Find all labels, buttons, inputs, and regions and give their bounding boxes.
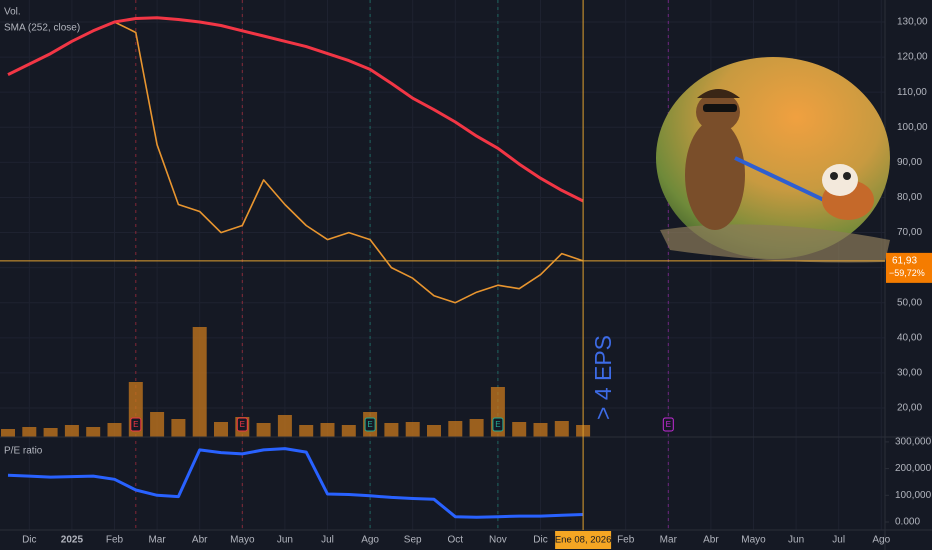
volume-bar <box>192 327 207 437</box>
volume-bar <box>341 425 356 437</box>
x-tick-label: Abr <box>192 535 208 546</box>
y-tick-label: 120,00 <box>897 52 928 63</box>
pe-line <box>7 447 584 519</box>
earnings-marker <box>662 417 674 432</box>
legend-entry: Vol. <box>4 7 21 18</box>
y-tick-label: 130,00 <box>897 17 928 28</box>
legend-entry: SMA (252, close) <box>4 23 80 34</box>
price-tag-change: −59,72% <box>889 268 925 278</box>
price-line <box>114 21 584 304</box>
volume-bar <box>171 419 186 437</box>
earnings-marker <box>236 417 248 432</box>
y-tick-label: 30,00 <box>897 368 922 379</box>
x-tick-label: Mar <box>148 535 166 546</box>
x-tick-label: Dic <box>533 535 547 546</box>
earnings-label: E <box>133 420 138 429</box>
y-tick-label: 100,00 <box>897 122 928 133</box>
earnings-marker <box>364 417 376 432</box>
x-tick-label: Feb <box>617 535 635 546</box>
y2-tick-label: 200,000 <box>895 463 932 474</box>
volume-bar <box>277 415 292 437</box>
x-tick-label: Ago <box>872 535 890 546</box>
volume-bar <box>1 429 15 437</box>
volume-bar <box>427 425 441 437</box>
volume-bar <box>512 422 527 437</box>
picture <box>656 57 890 263</box>
y-tick-label: 70,00 <box>897 227 922 238</box>
volume-bar <box>86 427 101 437</box>
crosshair-label: Ene 08, 2026 <box>555 535 612 546</box>
earnings-label: E <box>240 420 245 429</box>
earnings-marker <box>130 417 142 432</box>
y-tick-label: 110,00 <box>897 87 927 98</box>
volume-bar <box>214 422 228 437</box>
annotation: > 4 EPS <box>590 335 616 420</box>
volume-bar <box>64 425 79 437</box>
dog-eye <box>830 172 838 180</box>
sma-line <box>7 16 584 203</box>
y-tick-label: 80,00 <box>897 192 922 203</box>
x-tick-label: Mar <box>660 535 678 546</box>
dog-head <box>822 164 858 196</box>
x-tick-label: Abr <box>703 535 719 546</box>
volume-bar <box>384 423 399 437</box>
picture-path <box>660 224 890 263</box>
volume-bar <box>533 423 548 437</box>
volume-bar <box>299 425 314 437</box>
volume-bar <box>43 428 58 437</box>
x-tick-label: Jul <box>832 535 845 546</box>
earnings-label: E <box>666 420 671 429</box>
x-tick-label: Feb <box>106 535 124 546</box>
volume-bar <box>405 422 420 437</box>
y-tick-label: 90,00 <box>897 157 922 168</box>
volume-bar <box>107 423 122 437</box>
volume-bar <box>320 423 335 437</box>
x-tick-label: Jun <box>277 535 293 546</box>
y-tick-label: 40,00 <box>897 332 922 343</box>
volume-bar <box>554 421 569 437</box>
capybara-body <box>685 120 745 230</box>
x-tick-label: 2025 <box>61 535 84 546</box>
x-tick-label: Jun <box>788 535 804 546</box>
volume-bar <box>256 423 271 437</box>
dog-eye <box>843 172 851 180</box>
x-tick-label: Mayo <box>741 535 766 546</box>
y2-tick-label: 0.000 <box>895 517 920 528</box>
volume-bar <box>448 421 463 437</box>
crosshair-label-box <box>555 531 612 549</box>
volume-bar <box>150 412 165 437</box>
x-tick-label: Ago <box>361 535 379 546</box>
price-tag <box>886 252 932 283</box>
y2-tick-label: 100,000 <box>895 490 932 501</box>
pe-pane <box>7 447 584 519</box>
x-tick-label: Mayo <box>230 535 255 546</box>
x-tick-label: Nov <box>489 535 507 546</box>
capybara-glasses <box>703 104 737 112</box>
x-tick-label: Sep <box>404 535 422 546</box>
earnings-marker <box>492 417 504 432</box>
earnings-label: E <box>367 420 372 429</box>
volume-bar <box>22 427 37 437</box>
volume-bar <box>469 419 484 437</box>
x-tick-label: Jul <box>321 535 334 546</box>
earnings-label: E <box>495 420 500 429</box>
x-tick-label: Dic <box>22 535 36 546</box>
y-tick-label: 20,00 <box>897 403 922 414</box>
y-tick-label: 50,00 <box>897 297 922 308</box>
capybara-cap <box>697 89 740 98</box>
x-tick-label: Oct <box>448 535 464 546</box>
pane-title: P/E ratio <box>4 446 43 457</box>
price-tag-value: 61,93 <box>892 256 917 267</box>
y2-tick-label: 300,000 <box>895 437 932 448</box>
